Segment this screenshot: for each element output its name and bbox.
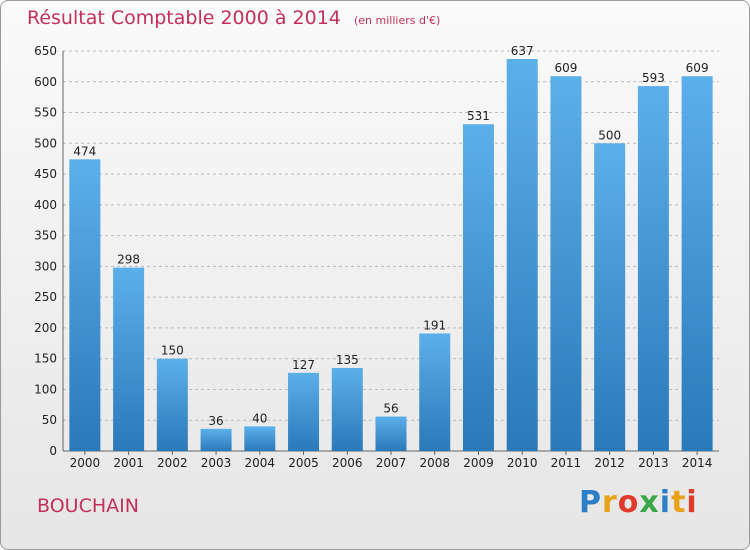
y-tick-label: 600 <box>34 75 57 89</box>
label-layer: 0 50 100 150 200 250 300 350 400 450 500 550 600 650 4… <box>34 44 712 470</box>
bar-2010 <box>506 59 538 451</box>
logo-letter: x <box>639 485 660 520</box>
y-tick-label: 150 <box>34 352 57 366</box>
y-tick-label: 450 <box>34 167 57 181</box>
y-tick-label: 400 <box>34 198 57 212</box>
y-tick-label: 200 <box>34 321 57 335</box>
bar-2004 <box>244 426 276 451</box>
bar-2009 <box>462 124 494 451</box>
x-tick-label: 2009 <box>463 456 494 470</box>
y-tick-label: 650 <box>34 44 57 58</box>
bar-value-label: 135 <box>336 353 359 367</box>
x-tick-label: 2012 <box>594 456 625 470</box>
chart-title-block: Résultat Comptable 2000 à 2014 (en milli… <box>27 7 440 29</box>
logo-letter: P <box>579 485 602 520</box>
logo-letter: o <box>617 485 640 520</box>
x-tick-label: 2002 <box>157 456 188 470</box>
bar-2005 <box>288 372 320 451</box>
proxiti-logo: Proxiti <box>579 485 698 520</box>
x-tick-label: 2013 <box>638 456 669 470</box>
bar-value-label: 637 <box>511 44 534 58</box>
bar-value-label: 191 <box>423 318 446 332</box>
bar-value-label: 56 <box>383 402 398 416</box>
bar-value-label: 593 <box>642 71 665 85</box>
x-tick-label: 2011 <box>551 456 582 470</box>
y-tick-label: 350 <box>34 229 57 243</box>
x-tick-label: 2004 <box>245 456 276 470</box>
y-tick-label: 550 <box>34 106 57 120</box>
bar-value-label: 609 <box>686 61 709 75</box>
x-tick-label: 2006 <box>332 456 363 470</box>
bar-2008 <box>419 333 451 451</box>
bar-value-label: 531 <box>467 109 490 123</box>
bar-2003 <box>200 428 232 451</box>
x-tick-label: 2000 <box>70 456 101 470</box>
logo-letter: i <box>659 485 672 520</box>
logo-letter: r <box>602 485 618 520</box>
bar-value-label: 474 <box>73 144 96 158</box>
bar-value-label: 298 <box>117 253 140 267</box>
y-tick-label: 500 <box>34 136 57 150</box>
bar-2011 <box>550 76 582 451</box>
x-tick-label: 2008 <box>419 456 450 470</box>
x-tick-label: 2010 <box>507 456 538 470</box>
y-tick-label: 100 <box>34 382 57 396</box>
bar-layer <box>69 59 713 452</box>
bar-2000 <box>69 159 101 452</box>
chart-title: Résultat Comptable 2000 à 2014 <box>27 7 341 29</box>
bar-2013 <box>637 86 669 452</box>
bar-2012 <box>594 143 626 452</box>
bar-value-label: 150 <box>161 344 184 358</box>
bar-value-label: 127 <box>292 358 315 372</box>
bar-value-label: 609 <box>554 61 577 75</box>
x-tick-label: 2005 <box>288 456 319 470</box>
bar-2014 <box>681 76 713 451</box>
x-tick-label: 2007 <box>376 456 407 470</box>
bar-value-label: 500 <box>598 128 621 142</box>
bar-value-label: 40 <box>252 411 267 425</box>
y-tick-label: 0 <box>49 444 57 458</box>
x-tick-label: 2001 <box>113 456 144 470</box>
y-tick-label: 250 <box>34 290 57 304</box>
y-tick-label: 50 <box>42 413 57 427</box>
bar-2006 <box>331 367 363 451</box>
logo-letter: t <box>671 485 687 520</box>
bar-value-label: 36 <box>208 414 223 428</box>
bar-2007 <box>375 416 407 451</box>
logo-letter: i <box>686 485 698 520</box>
y-tick-label: 300 <box>34 259 57 273</box>
x-tick-label: 2003 <box>201 456 232 470</box>
chart-unit: (en milliers d'€) <box>353 14 441 27</box>
bar-2001 <box>113 267 145 451</box>
bar-2002 <box>156 358 188 451</box>
x-tick-label: 2014 <box>682 456 713 470</box>
commune-name: BOUCHAIN <box>37 495 139 517</box>
